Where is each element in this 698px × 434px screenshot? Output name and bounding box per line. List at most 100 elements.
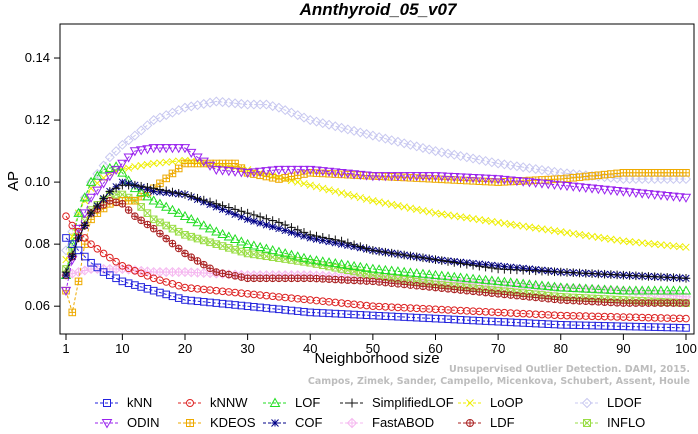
marker-triangle: [611, 285, 623, 295]
marker-x: [124, 164, 133, 172]
legend-item-knnw: kNNW: [178, 395, 248, 410]
marker-triangle-down: [280, 165, 291, 176]
marker-triangle: [117, 167, 128, 177]
marker-hourglass: [175, 228, 183, 236]
marker-x: [438, 210, 446, 218]
marker-triangle: [637, 285, 648, 295]
marker-triangle-down: [229, 167, 241, 177]
legend-label: INFLO: [607, 415, 645, 430]
marker-x: [150, 159, 158, 168]
marker-triangle-down: [148, 144, 159, 154]
marker-diamond: [186, 101, 197, 112]
x-tick-label: 20: [178, 341, 192, 356]
marker-star: [281, 226, 289, 235]
marker-triangle-down: [373, 172, 385, 182]
marker-triangle-down: [486, 174, 498, 185]
marker-circle: [124, 264, 133, 273]
marker-x: [431, 209, 440, 217]
marker-x: [632, 238, 640, 246]
marker-diamond: [117, 139, 128, 150]
marker-diamond: [136, 125, 147, 136]
legend-item-inflo: INFLO: [575, 415, 645, 430]
marker-x: [325, 186, 333, 194]
marker-triangle-down: [543, 180, 554, 190]
marker-x: [356, 193, 364, 202]
marker-star: [269, 223, 277, 231]
marker-triangle-down: [386, 172, 397, 182]
marker-triangle: [142, 191, 153, 201]
marker-triangle-down: [442, 172, 454, 182]
marker-x: [156, 159, 164, 167]
marker-triangle: [417, 268, 429, 278]
marker-triangle: [254, 241, 266, 252]
legend-label: LDOF: [607, 395, 642, 410]
marker-x: [419, 206, 427, 215]
marker-triangle: [292, 251, 303, 261]
marker-hourglass: [325, 262, 333, 271]
marker-circle: [118, 262, 127, 270]
marker-x: [300, 179, 308, 188]
marker-diamond: [179, 102, 190, 113]
marker-hourglass: [237, 247, 246, 256]
marker-x: [488, 217, 496, 226]
marker-diamond-plus: [580, 283, 591, 294]
x-tick-label: 60: [428, 341, 442, 356]
series-odin: [60, 144, 692, 296]
y-tick-label: 0.08: [25, 236, 50, 251]
marker-hourglass: [243, 249, 252, 258]
marker-triangle-down: [536, 179, 548, 189]
marker-triangle: [599, 284, 610, 294]
marker-triangle-down: [236, 168, 247, 178]
marker-triangle-down: [399, 172, 410, 182]
series-knnw: [62, 212, 690, 323]
chart-title: Annthyroid_05_v07: [299, 0, 458, 19]
marker-diamond: [236, 98, 247, 109]
marker-diamond-plus: [73, 267, 84, 278]
marker-x: [406, 204, 415, 212]
marker-triangle: [405, 267, 416, 277]
marker-triangle-down: [530, 178, 541, 189]
marker-square: [682, 324, 690, 332]
marker-x: [575, 230, 584, 239]
marker-triangle-down: [361, 171, 372, 181]
marker-x: [143, 160, 152, 169]
marker-triangle: [461, 272, 472, 283]
marker-triangle: [204, 223, 216, 233]
marker-square: [131, 281, 139, 289]
legend-label: ODIN: [127, 415, 160, 430]
marker-triangle-down: [549, 180, 560, 190]
marker-triangle-down: [273, 165, 285, 176]
marker-triangle: [298, 252, 310, 262]
marker-hourglass: [112, 190, 120, 199]
marker-x: [319, 184, 327, 192]
marker-hourglass: [250, 250, 258, 259]
marker-diamond-plus: [568, 283, 579, 294]
marker-triangle: [449, 271, 460, 281]
marker-x: [481, 216, 490, 225]
marker-circle: [99, 249, 108, 258]
marker-diamond: [305, 115, 316, 126]
marker-triangle-down: [323, 167, 335, 177]
marker-hourglass: [256, 251, 264, 259]
marker-diamond: [392, 136, 403, 147]
marker-triangle-down: [101, 419, 113, 429]
marker-triangle-down: [467, 173, 479, 184]
series-lof: [60, 161, 692, 295]
marker-star: [231, 210, 239, 219]
marker-triangle: [630, 285, 642, 295]
marker-triangle-down: [217, 166, 228, 176]
marker-x: [513, 221, 521, 229]
marker-triangle-down: [524, 178, 535, 188]
marker-diamond-plus: [79, 265, 90, 276]
marker-x: [444, 211, 452, 219]
marker-triangle-down: [499, 175, 510, 185]
marker-hourglass: [137, 203, 145, 211]
y-axis-label: AP: [5, 171, 22, 191]
legend-item-kdeos: KDEOS: [178, 415, 256, 430]
marker-square: [103, 399, 111, 407]
marker-triangle-down: [405, 172, 416, 182]
marker-diamond: [374, 132, 385, 143]
x-tick-label: 80: [554, 341, 568, 356]
marker-diamond-plus: [186, 267, 197, 278]
marker-triangle: [161, 201, 172, 211]
